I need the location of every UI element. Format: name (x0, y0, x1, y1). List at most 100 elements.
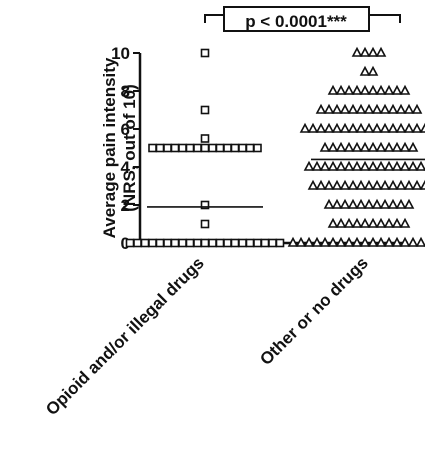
data-point-triangle (323, 179, 335, 190)
data-point-triangle (343, 217, 355, 228)
data-point-square (163, 238, 172, 248)
data-point-square (200, 219, 210, 229)
data-point-triangle (327, 160, 339, 171)
data-point-triangle (367, 84, 379, 95)
data-point-triangle (327, 84, 339, 95)
data-point-square (245, 238, 255, 248)
data-point-triangle (415, 160, 425, 171)
data-point-triangle (403, 103, 415, 114)
data-point-triangle (359, 160, 371, 171)
data-point-triangle (319, 236, 331, 247)
data-point-square (193, 143, 202, 153)
data-point-triangle (355, 103, 367, 114)
data-point-triangle (331, 122, 343, 133)
data-point-triangle (379, 179, 391, 190)
data-point-triangle (359, 84, 371, 95)
data-point-triangle (399, 236, 411, 247)
data-point-triangle (347, 103, 359, 114)
data-points (125, 46, 425, 248)
data-point-triangle (359, 217, 371, 228)
p-value-label: p < 0.0001*** (245, 12, 347, 31)
data-point-triangle (343, 236, 355, 247)
data-point-triangle (327, 141, 339, 152)
data-point-triangle (351, 217, 363, 228)
data-point-triangle (351, 160, 363, 171)
data-point-square (170, 238, 180, 248)
y-tick-label: 10 (111, 44, 130, 63)
data-point-triangle (367, 160, 379, 171)
data-point-triangle (363, 122, 375, 133)
data-point-triangle (359, 46, 371, 57)
data-point-triangle (391, 217, 403, 228)
data-point-triangle (363, 179, 375, 190)
data-point-triangle (387, 179, 399, 190)
data-point-triangle (359, 65, 371, 76)
data-point-triangle (343, 84, 355, 95)
data-point-triangle (363, 198, 375, 209)
y-tick-label: 2 (121, 196, 130, 215)
data-point-square (200, 200, 210, 210)
data-point-square (260, 238, 270, 248)
data-point-triangle (375, 84, 387, 95)
data-point-triangle (355, 179, 367, 190)
data-point-triangle (399, 141, 411, 152)
data-point-triangle (359, 236, 371, 247)
data-point-square (185, 143, 195, 153)
data-point-triangle (383, 217, 395, 228)
data-point-square (238, 143, 247, 153)
data-point-square (230, 143, 240, 153)
data-point-triangle (395, 198, 407, 209)
data-point-square (200, 238, 210, 248)
data-point-triangle (311, 160, 323, 171)
data-point-triangle (355, 122, 367, 133)
data-point-triangle (335, 141, 347, 152)
data-point-square (253, 238, 262, 248)
data-point-triangle (387, 122, 399, 133)
data-point-triangle (295, 236, 307, 247)
data-point-triangle (391, 160, 403, 171)
data-point-triangle (403, 198, 415, 209)
data-point-triangle (391, 84, 403, 95)
data-point-triangle (347, 198, 359, 209)
data-point-triangle (351, 236, 363, 247)
data-point-square (200, 105, 210, 115)
data-point-triangle (395, 179, 407, 190)
data-point-triangle (379, 122, 391, 133)
data-point-square (200, 48, 210, 58)
data-point-triangle (419, 122, 425, 133)
data-point-square (245, 143, 255, 153)
data-point-triangle (335, 84, 347, 95)
x-category-label-1: Other or no drugs (256, 253, 372, 369)
data-point-square (155, 143, 165, 153)
data-point-triangle (311, 236, 323, 247)
data-point-triangle (367, 217, 379, 228)
data-point-triangle (307, 122, 319, 133)
data-point-triangle (407, 236, 419, 247)
data-point-triangle (399, 160, 411, 171)
data-point-triangle (367, 236, 379, 247)
data-point-square (223, 238, 232, 248)
data-point-square (215, 238, 225, 248)
data-point-triangle (403, 179, 415, 190)
data-point-square (230, 238, 240, 248)
y-tick-label: 0 (121, 234, 130, 253)
data-point-triangle (395, 103, 407, 114)
data-point-triangle (395, 122, 407, 133)
data-point-triangle (407, 160, 419, 171)
data-point-triangle (323, 122, 335, 133)
data-point-square (275, 238, 285, 248)
data-point-triangle (399, 84, 411, 95)
data-point-triangle (343, 160, 355, 171)
y-tick-label: 6 (121, 120, 130, 139)
data-point-triangle (347, 179, 359, 190)
y-axis-title-line2: (NRS, out of 10) (120, 84, 139, 212)
data-point-triangle (407, 141, 419, 152)
data-point-triangle (375, 160, 387, 171)
data-point-triangle (319, 160, 331, 171)
data-point-square (200, 143, 210, 153)
data-point-triangle (411, 103, 423, 114)
data-point-square (208, 143, 217, 153)
data-point-triangle (387, 103, 399, 114)
data-point-triangle (335, 160, 347, 171)
data-point-triangle (367, 46, 379, 57)
